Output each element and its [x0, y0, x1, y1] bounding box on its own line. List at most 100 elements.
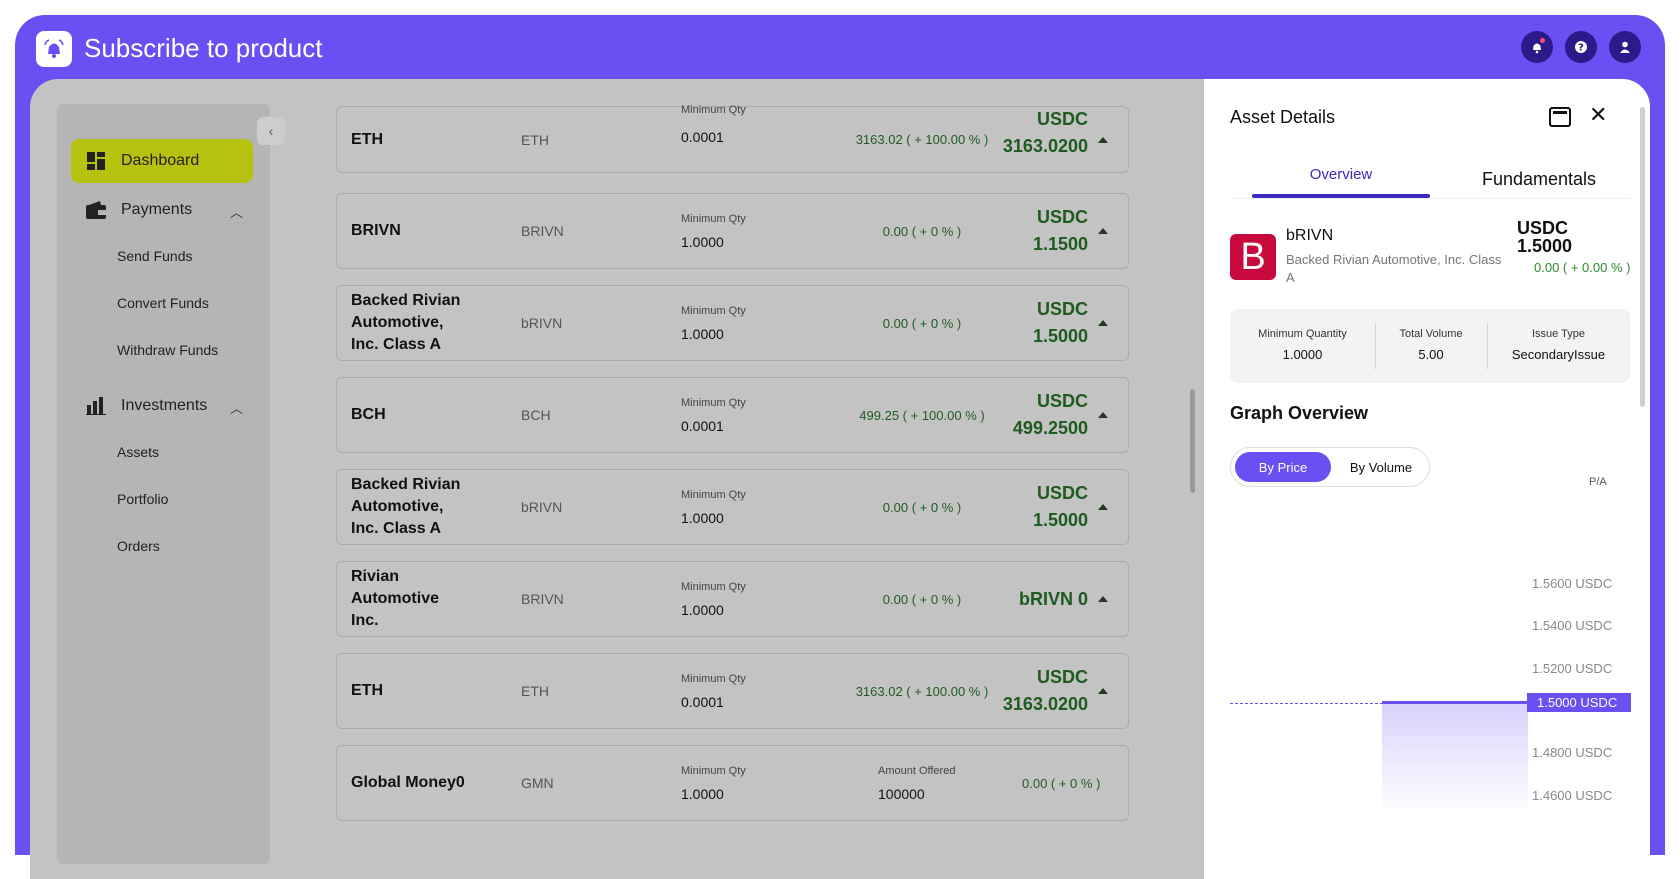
sidebar-item-portfolio[interactable]: Portfolio [117, 491, 169, 507]
amount-offered-value: 100000 [878, 786, 925, 802]
wallet-icon [85, 200, 107, 220]
tab-fundamentals[interactable]: Fundamentals [1481, 169, 1597, 189]
list-scrollbar[interactable] [1190, 389, 1195, 493]
graph-title: Graph Overview [1230, 403, 1369, 423]
min-qty-value: 0.0001 [681, 694, 724, 710]
active-tab-indicator [1252, 194, 1430, 198]
by-price-button[interactable]: By Price [1235, 452, 1331, 482]
app-frame: Subscribe to product ? Dashboard [15, 15, 1665, 879]
current-price-tag: 1.5000 USDC [1527, 693, 1631, 712]
asset-row[interactable]: Backed Rivian Automotive, Inc. Class A b… [336, 469, 1129, 545]
asset-symbol: bRIVN [521, 315, 563, 331]
sidebar-item-send-funds[interactable]: Send Funds [117, 248, 193, 264]
min-qty-value: 1.0000 [681, 602, 724, 618]
y-tick-label: 1.5600 USDC [1532, 576, 1613, 591]
asset-symbol: BRIVN [521, 591, 564, 607]
min-qty-value: 1.0000 [681, 326, 724, 342]
asset-row[interactable]: ETH ETH Minimum Qty 0.0001 3163.02 ( + 1… [336, 653, 1129, 729]
min-qty-label: Minimum Qty [681, 305, 746, 317]
price-change: 0.00 ( + 0 % ) [1022, 775, 1101, 791]
asset-list: ETH ETH Minimum Qty 0.0001 3163.02 ( + 1… [336, 79, 1142, 879]
sidebar-item-label: Investments [121, 397, 208, 414]
min-qty-label: Minimum Qty [681, 581, 746, 593]
panel-scrollbar[interactable] [1640, 107, 1645, 407]
asset-symbol: ETH [521, 131, 549, 148]
asset-name: Rivian Automotive Inc. [351, 568, 439, 629]
sidebar-item-convert-funds[interactable]: Convert Funds [117, 295, 209, 311]
asset-row[interactable]: Rivian Automotive Inc. BRIVN Minimum Qty… [336, 561, 1129, 637]
asset-symbol: BCH [521, 407, 551, 423]
current-price-dashed-line [1230, 703, 1408, 704]
asset-logo: B [1230, 234, 1276, 280]
price-change: 0.00 ( + 0 % ) [882, 223, 962, 239]
panel-title: Asset Details [1230, 107, 1336, 127]
stat-issue-type: Issue Type SecondaryIssue [1511, 328, 1606, 362]
price-change: 3163.02 ( + 100.00 % ) [855, 132, 989, 147]
expand-arrow-icon[interactable] [1098, 596, 1108, 602]
stat-divider [1487, 323, 1488, 369]
asset-symbol: GMN [521, 775, 554, 791]
min-qty-label: Minimum Qty [681, 397, 746, 409]
expand-arrow-icon[interactable] [1098, 228, 1108, 234]
asset-price: bRIVN 0 [1018, 588, 1088, 609]
asset-row[interactable]: BRIVN BRIVN Minimum Qty 1.0000 0.00 ( + … [336, 193, 1129, 269]
user-profile-icon[interactable] [1609, 31, 1641, 63]
asset-name: Backed Rivian Automotive, Inc. Class A [351, 476, 461, 537]
asset-symbol: ETH [521, 683, 549, 699]
price-change: 0.00 ( + 0 % ) [882, 591, 962, 607]
asset-price: USDC 1.5000 [1032, 299, 1088, 346]
chevron-up-icon[interactable]: ︿ [229, 205, 243, 220]
stat-min-quantity: Minimum Quantity 1.0000 [1258, 328, 1347, 362]
sidebar-item-investments[interactable]: Investments ︿ [71, 384, 253, 428]
sidebar: Dashboard Payments ︿ Send Funds Convert … [57, 104, 270, 864]
sidebar-item-label: Payments [121, 201, 193, 218]
collapse-sidebar-button[interactable]: ‹ [257, 117, 285, 145]
asset-row[interactable]: ETH ETH Minimum Qty 0.0001 3163.02 ( + 1… [336, 104, 1129, 173]
chevron-up-icon[interactable]: ︿ [229, 401, 243, 416]
expand-arrow-icon[interactable] [1098, 504, 1108, 510]
by-volume-button[interactable]: By Volume [1349, 459, 1413, 475]
svg-text:?: ? [1578, 43, 1584, 54]
help-icon[interactable]: ? [1565, 31, 1597, 63]
tab-divider [1230, 198, 1630, 199]
app-logo-icon [36, 31, 72, 67]
tab-overview[interactable]: Overview [1309, 166, 1373, 183]
maximize-icon[interactable] [1549, 107, 1571, 127]
pa-label: P/A [1589, 476, 1607, 488]
expand-arrow-icon[interactable] [1098, 412, 1108, 418]
dashboard-icon [85, 151, 107, 171]
min-qty-label: Minimum Qty [681, 489, 746, 501]
close-icon[interactable]: ✕ [1589, 102, 1608, 127]
asset-row[interactable]: BCH BCH Minimum Qty 0.0001 499.25 ( + 10… [336, 377, 1129, 453]
y-tick-label: 1.5200 USDC [1532, 661, 1613, 676]
asset-row[interactable]: Backed Rivian Automotive, Inc. Class A b… [336, 285, 1129, 361]
price-change: 3163.02 ( + 100.00 % ) [855, 683, 989, 699]
expand-arrow-icon[interactable] [1098, 320, 1108, 326]
asset-row[interactable]: Global Money0 GMN Minimum Qty 1.0000 Amo… [336, 745, 1129, 821]
min-qty-label: Minimum Qty [681, 213, 746, 225]
min-qty-value: 0.0001 [681, 418, 724, 434]
sidebar-item-payments[interactable]: Payments ︿ [71, 188, 253, 232]
asset-name: ETH [351, 682, 383, 699]
min-qty-label: Minimum Qty [681, 673, 746, 685]
expand-arrow-icon[interactable] [1098, 137, 1108, 143]
min-qty-label: Minimum Qty [681, 104, 746, 116]
asset-full-name: Backed Rivian Automotive, Inc. Class A [1286, 252, 1502, 285]
sidebar-item-dashboard[interactable]: Dashboard [71, 139, 253, 183]
expand-arrow-icon[interactable] [1098, 688, 1108, 694]
price-change: 0.00 ( + 0 % ) [882, 315, 962, 331]
asset-symbol: BRIVN [521, 223, 564, 239]
min-qty-value: 0.0001 [681, 129, 724, 145]
min-qty-value: 1.0000 [681, 510, 724, 526]
sidebar-item-withdraw-funds[interactable]: Withdraw Funds [117, 342, 219, 358]
sidebar-item-assets[interactable]: Assets [117, 444, 160, 460]
notification-dot [1540, 38, 1545, 43]
asset-price: USDC 1.1500 [1032, 207, 1088, 254]
asset-price-change: 0.00 ( + 0.00 % ) [1534, 260, 1631, 275]
sidebar-item-orders[interactable]: Orders [117, 538, 160, 554]
notification-bell-icon[interactable] [1521, 31, 1553, 63]
y-tick-label: 1.4600 USDC [1532, 788, 1613, 803]
asset-name: BRIVN [351, 222, 401, 239]
asset-name: Backed Rivian Automotive, Inc. Class A [351, 292, 461, 353]
price-change: 499.25 ( + 100.00 % ) [859, 407, 985, 423]
